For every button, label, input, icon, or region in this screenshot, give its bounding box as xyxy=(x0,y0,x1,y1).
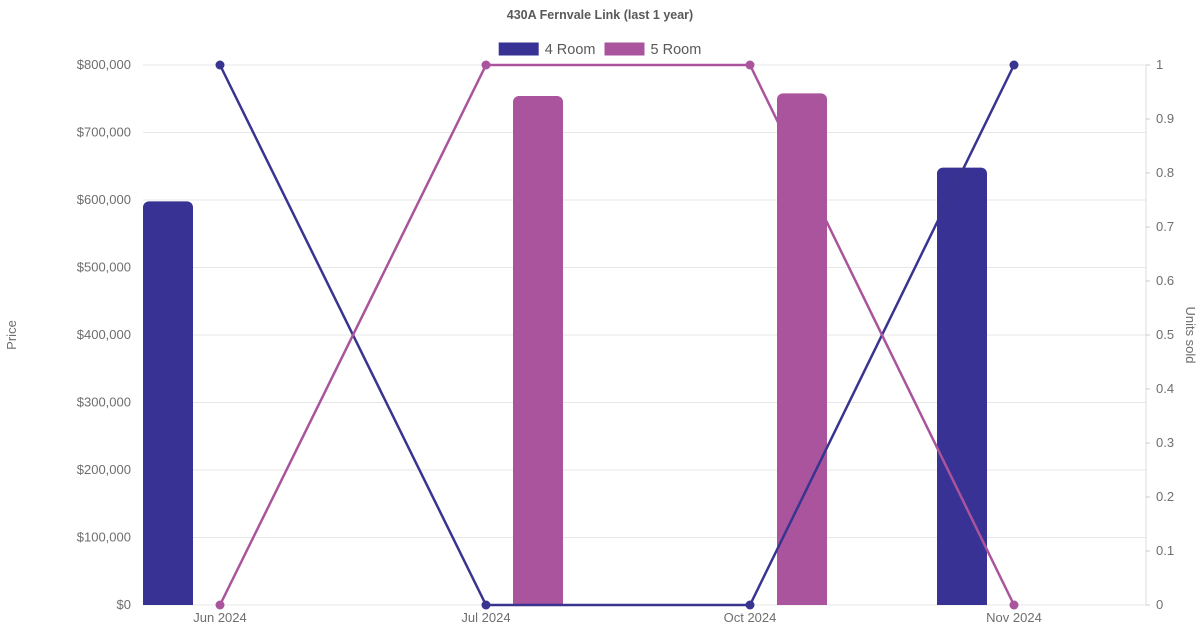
svg-text:$200,000: $200,000 xyxy=(77,462,131,477)
svg-text:5 Room: 5 Room xyxy=(651,42,702,58)
svg-text:Jul 2024: Jul 2024 xyxy=(461,610,510,625)
svg-text:$500,000: $500,000 xyxy=(77,260,131,275)
svg-text:$0: $0 xyxy=(117,597,131,612)
svg-text:4 Room: 4 Room xyxy=(545,42,596,58)
svg-text:$800,000: $800,000 xyxy=(77,57,131,72)
svg-text:430A Fernvale Link (last 1 yea: 430A Fernvale Link (last 1 year) xyxy=(507,8,693,22)
svg-text:1: 1 xyxy=(1156,57,1163,72)
svg-text:0.8: 0.8 xyxy=(1156,165,1174,180)
svg-text:0.2: 0.2 xyxy=(1156,489,1174,504)
svg-text:0.4: 0.4 xyxy=(1156,381,1174,396)
svg-text:0.7: 0.7 xyxy=(1156,219,1174,234)
svg-text:Units sold: Units sold xyxy=(1183,306,1198,363)
svg-text:Oct 2024: Oct 2024 xyxy=(724,610,777,625)
svg-text:0.5: 0.5 xyxy=(1156,327,1174,342)
svg-text:0.1: 0.1 xyxy=(1156,543,1174,558)
svg-text:0: 0 xyxy=(1156,597,1163,612)
svg-text:0.6: 0.6 xyxy=(1156,273,1174,288)
svg-text:$300,000: $300,000 xyxy=(77,395,131,410)
svg-text:0.3: 0.3 xyxy=(1156,435,1174,450)
svg-text:$600,000: $600,000 xyxy=(77,192,131,207)
svg-text:Price: Price xyxy=(4,320,19,350)
svg-text:$100,000: $100,000 xyxy=(77,530,131,545)
svg-text:$700,000: $700,000 xyxy=(77,125,131,140)
svg-text:Nov 2024: Nov 2024 xyxy=(986,610,1042,625)
svg-text:$400,000: $400,000 xyxy=(77,327,131,342)
svg-text:Jun 2024: Jun 2024 xyxy=(193,610,247,625)
svg-text:0.9: 0.9 xyxy=(1156,111,1174,126)
